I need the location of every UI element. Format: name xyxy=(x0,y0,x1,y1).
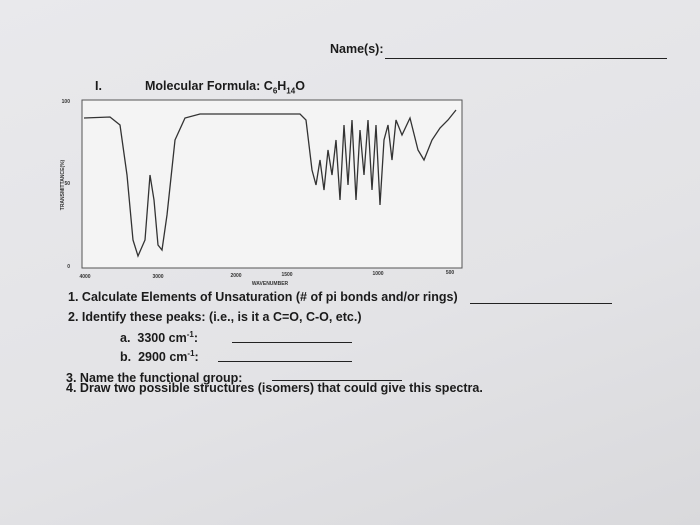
answer-line xyxy=(272,380,402,381)
question-text: Identify these peaks: (i.e., is it a C=O… xyxy=(81,310,362,324)
peak-suffix: : xyxy=(193,331,199,346)
peak-letter: a. xyxy=(120,331,131,346)
x-tick-label: 2000 xyxy=(230,273,241,279)
question-number: 2. xyxy=(68,310,79,324)
formula-sub: 6 xyxy=(272,86,278,96)
spectrum-curve xyxy=(83,109,457,258)
answer-line xyxy=(218,361,352,362)
question-number: 4. xyxy=(66,381,77,395)
question-text: Name the functional group: xyxy=(79,371,243,385)
question: 4. Draw two possible structures (isomers… xyxy=(66,381,483,395)
peak-suffix: : xyxy=(194,350,199,365)
formula: Molecular Formula: C6H14O xyxy=(145,79,305,96)
name-label: Name(s): xyxy=(330,42,384,56)
peak-sup: -1 xyxy=(186,330,194,339)
answer-line xyxy=(232,342,352,343)
x-tick-label: 4000 xyxy=(79,274,90,280)
y-axis-label: TRANSMITTANCE(%) xyxy=(60,159,66,210)
peak-text: 3300 cm xyxy=(137,331,187,346)
plot-frame xyxy=(81,99,463,269)
x-tick-label: 500 xyxy=(446,270,455,276)
x-tick-label: 3000 xyxy=(152,274,163,280)
y-tick-label: 100 xyxy=(62,99,71,105)
question: 1. Calculate Elements of Unsaturation (#… xyxy=(68,290,458,304)
formula-c: C xyxy=(263,79,273,93)
peak: a. 3300 cm-1: xyxy=(120,330,198,345)
x-axis-label: WAVENUMBER xyxy=(252,281,289,287)
question-number: 3. xyxy=(66,371,77,385)
answer-line xyxy=(470,303,612,304)
question: 3. Name the functional group: xyxy=(66,371,242,385)
problem-number: I. xyxy=(95,79,102,93)
peak-letter: b. xyxy=(120,350,132,365)
question-text: Calculate Elements of Unsaturation (# of… xyxy=(81,290,458,304)
question-text: Draw two possible structures (isomers) t… xyxy=(79,381,483,395)
formula-sub: 14 xyxy=(286,86,296,96)
peak-sup: -1 xyxy=(187,349,195,358)
formula-h: H xyxy=(277,79,287,93)
formula-label: Molecular Formula: xyxy=(145,79,261,93)
x-tick-label: 1000 xyxy=(372,271,383,277)
x-tick-label: 1500 xyxy=(281,272,292,278)
question-number: 1. xyxy=(68,290,79,304)
formula-o: O xyxy=(295,79,305,93)
y-tick-label: 0 xyxy=(67,264,70,270)
question: 2. Identify these peaks: (i.e., is it a … xyxy=(68,310,362,324)
y-tick-label: 50 xyxy=(64,181,70,187)
name-line xyxy=(385,58,667,59)
peak: b. 2900 cm-1: xyxy=(120,349,199,364)
peak-text: 2900 cm xyxy=(138,350,188,365)
